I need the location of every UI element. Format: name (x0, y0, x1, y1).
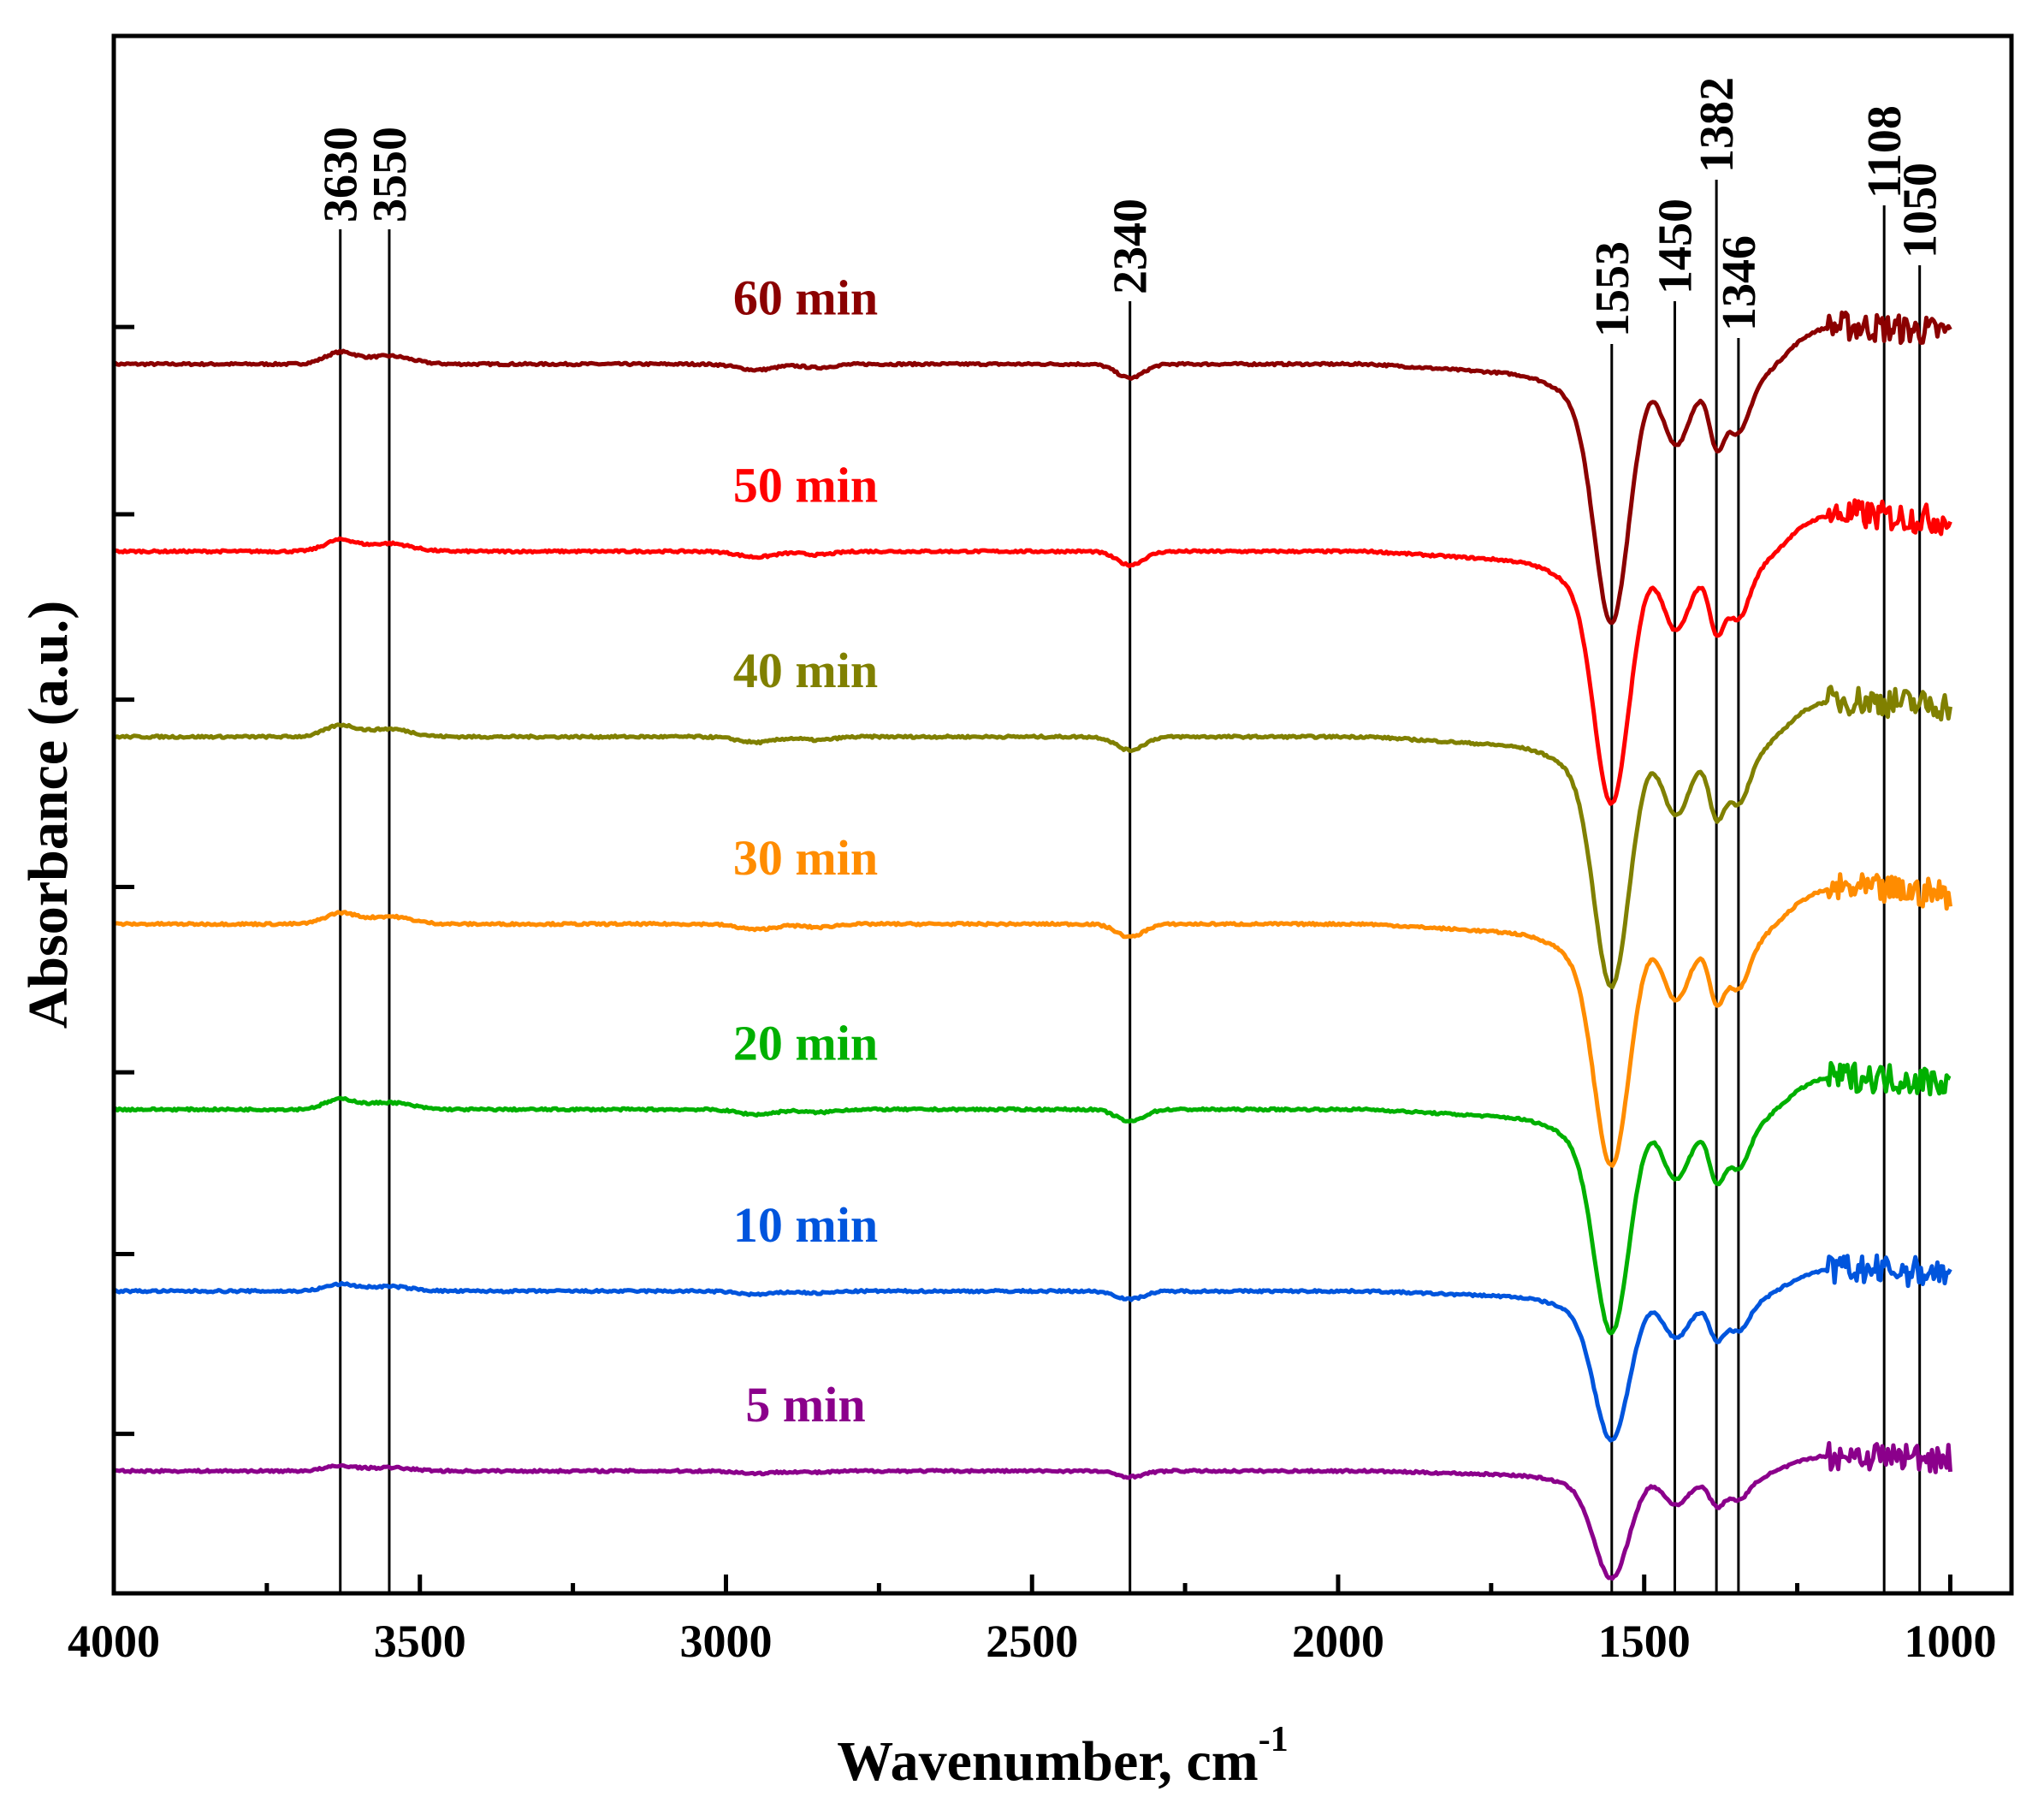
x-tick-label: 2500 (986, 1616, 1078, 1667)
x-tick-label: 3000 (679, 1616, 772, 1667)
series-line-50-min (112, 498, 1952, 806)
x-tick-label: 1500 (1598, 1616, 1691, 1667)
series-label-5-min: 5 min (745, 1377, 865, 1432)
series-line-40-min (112, 685, 1952, 989)
x-tick-label: 1000 (1904, 1616, 1996, 1667)
series-line-20-min (112, 1060, 1952, 1336)
series-line-5-min (113, 1441, 1952, 1581)
series-line-60-min (112, 310, 1952, 626)
series-line-10-min (113, 1253, 1952, 1443)
series-label-20-min: 20 min (733, 1016, 878, 1071)
peak-label-1050: 1050 (1894, 163, 1947, 258)
peak-label-1450: 1450 (1649, 199, 1702, 294)
peak-label-3630: 3630 (315, 127, 368, 222)
x-tick-label: 4000 (68, 1616, 160, 1667)
x-tick-label: 2000 (1292, 1616, 1384, 1667)
peak-label-3550: 3550 (364, 127, 417, 222)
x-axis-title: Wavenumber, cm-1 (837, 1720, 1289, 1793)
series-label-50-min: 50 min (733, 457, 878, 513)
spectra-series (112, 310, 1952, 1581)
peak-label-1108: 1108 (1858, 105, 1911, 199)
series-label-40-min: 40 min (733, 643, 878, 698)
series-label-30-min: 30 min (733, 830, 878, 886)
axes: 4000 3500 3000 2500 2000 1500 1000 (68, 324, 1996, 1667)
x-axis-title-main: Wavenumber, cm (837, 1730, 1259, 1793)
series-label-60-min: 60 min (733, 270, 878, 326)
peak-label-1382: 1382 (1691, 77, 1744, 173)
x-tick-label: 3500 (374, 1616, 466, 1667)
peak-label-2340: 2340 (1105, 199, 1158, 294)
peak-label-1346: 1346 (1713, 235, 1766, 331)
peak-label-1553: 1553 (1586, 241, 1639, 337)
series-labels: 60 min 50 min 40 min 30 min 20 min 10 min 5 mi… (733, 270, 878, 1433)
y-axis-title: Absorbance (a.u.) (17, 601, 80, 1029)
x-axis-title-superscript: -1 (1259, 1720, 1289, 1759)
peak-marker-lines (339, 180, 1922, 1592)
series-label-10-min: 10 min (733, 1197, 878, 1253)
series-line-30-min (112, 872, 1952, 1168)
plot-frame (111, 33, 2014, 1596)
